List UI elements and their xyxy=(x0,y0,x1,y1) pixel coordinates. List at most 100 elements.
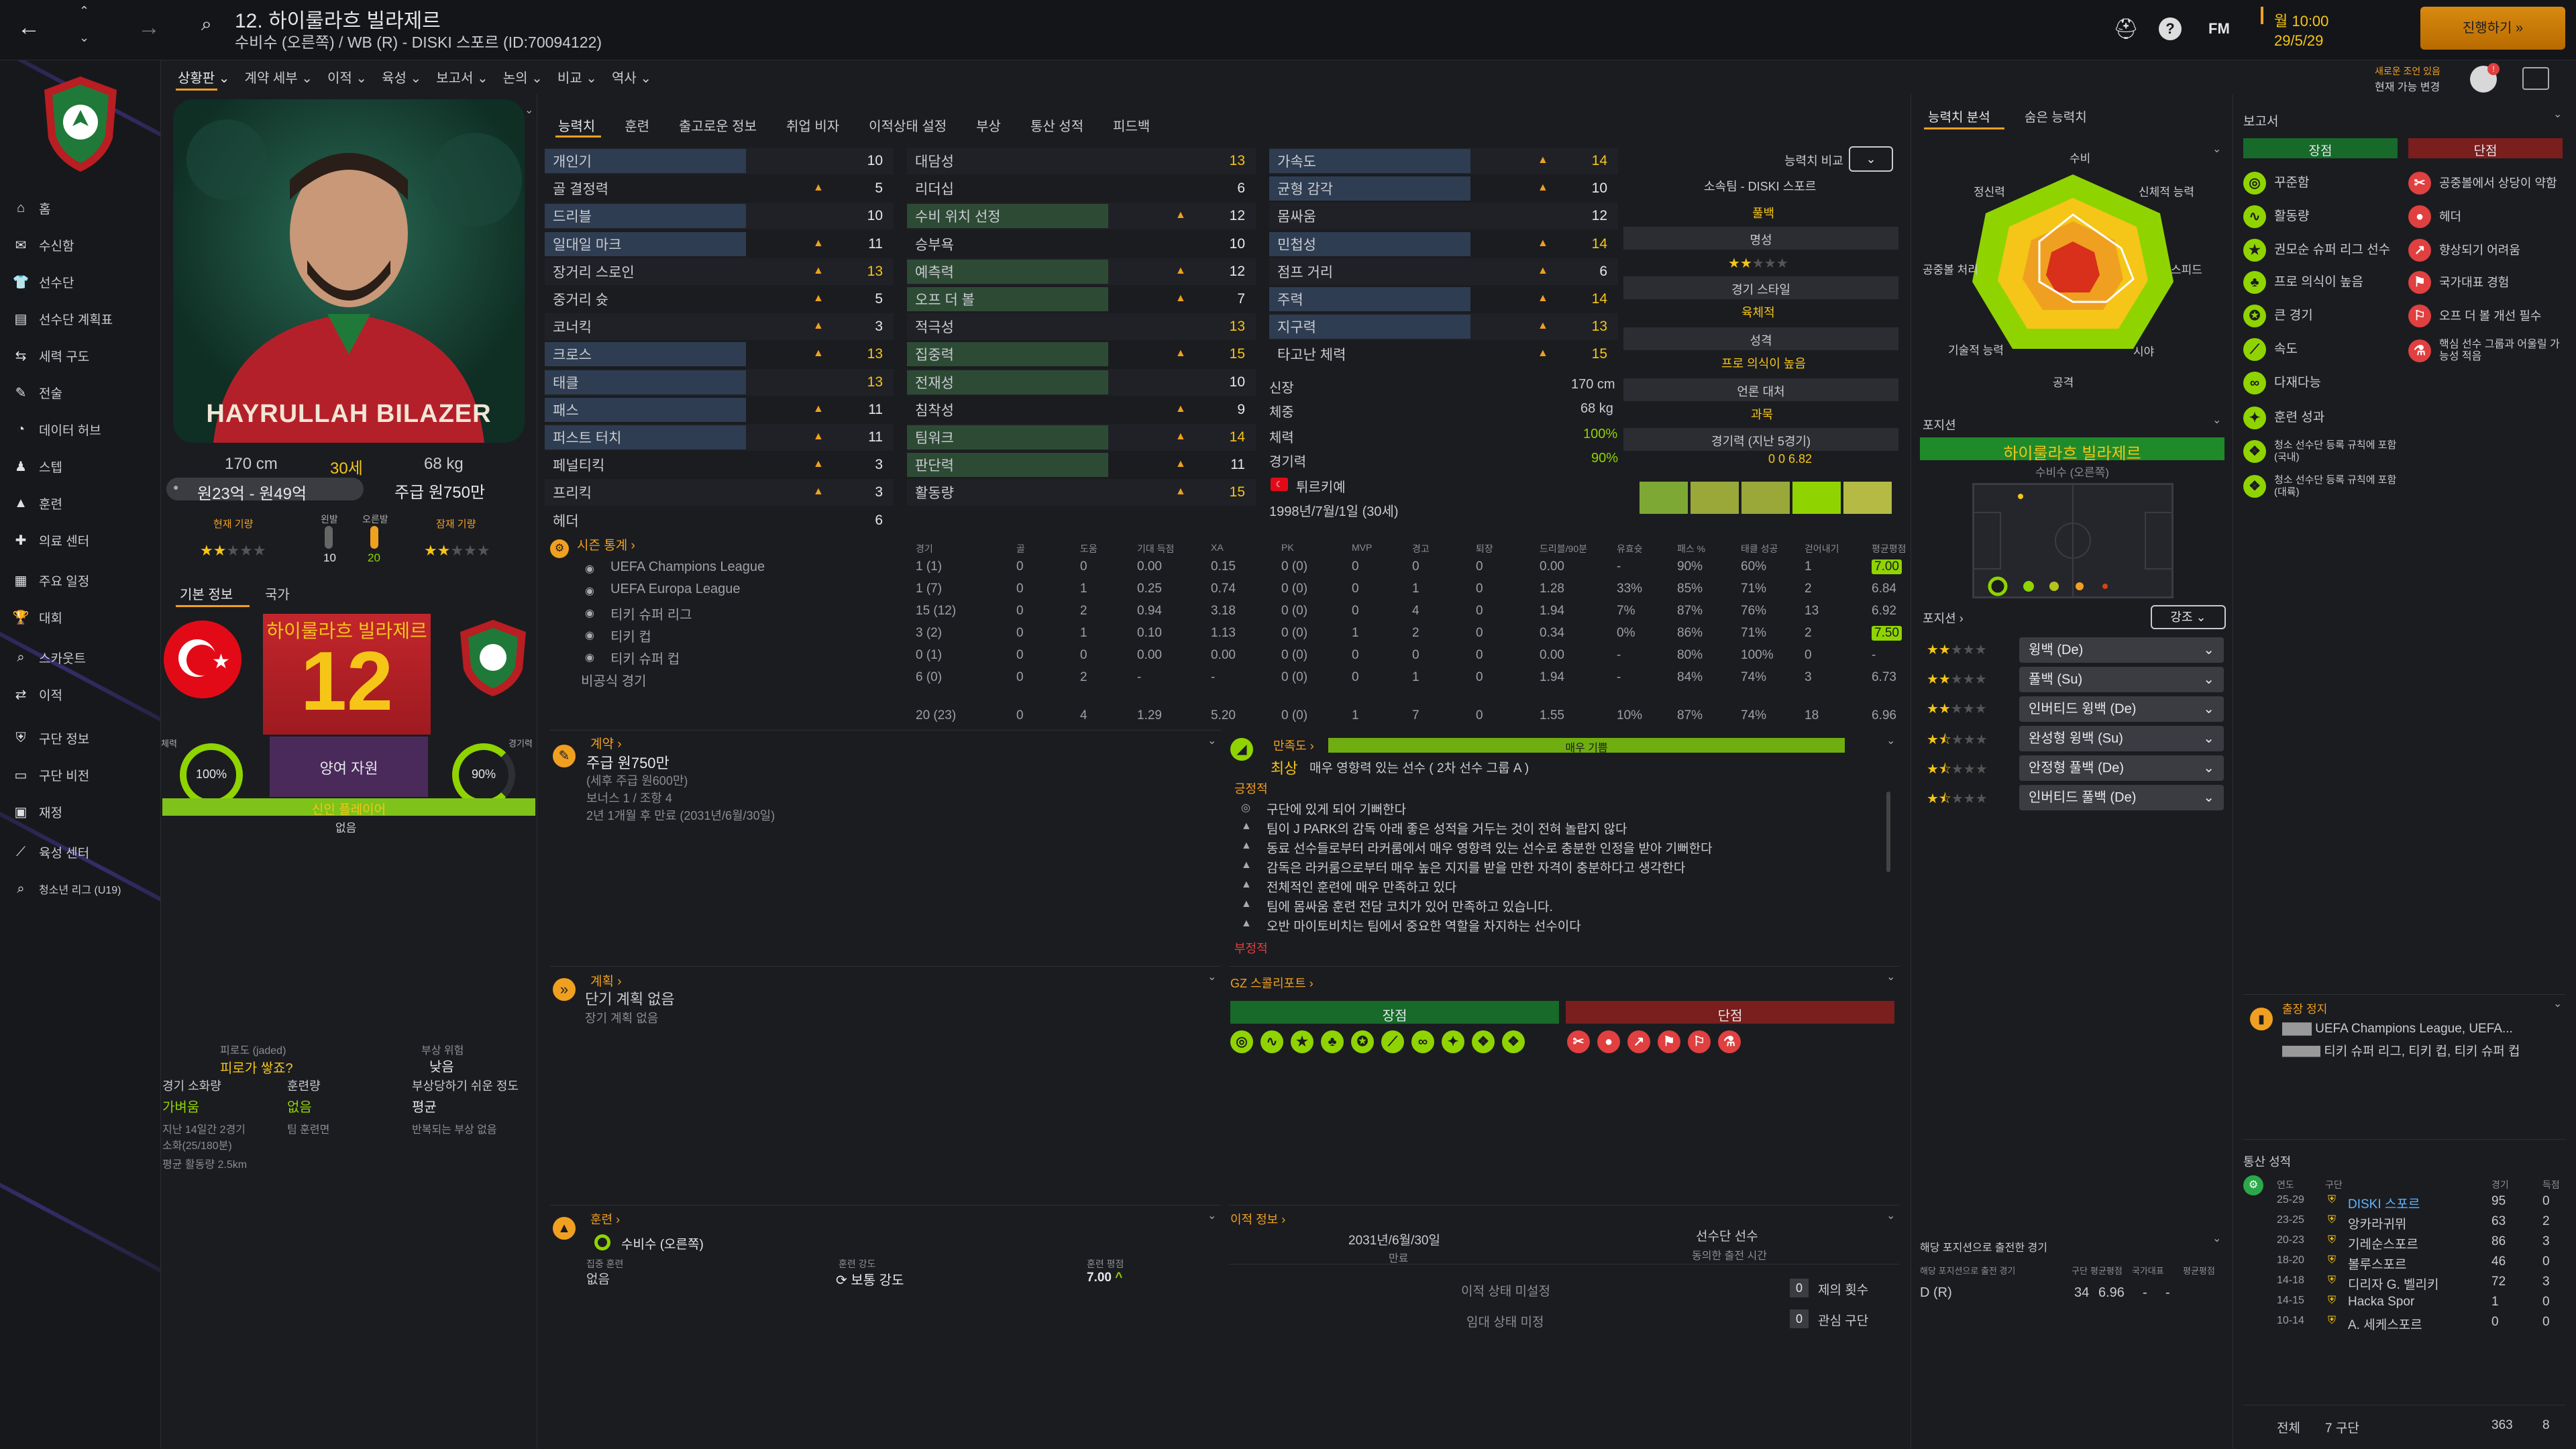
attribute-row[interactable]: 오프 더 볼 7 ▲ xyxy=(907,286,1256,313)
report-pro-item[interactable]: ★ 권모순 슈퍼 리그 선수 xyxy=(2243,235,2404,266)
subtab-2[interactable]: 이적 ⌄ xyxy=(327,71,368,86)
transfer-collapse-icon[interactable]: ⌄ xyxy=(1886,1210,1896,1222)
nav-item-transfers[interactable]: ⇄ 이적 xyxy=(0,679,160,710)
attribute-row[interactable]: 침착성 9 ▲ xyxy=(907,396,1256,423)
career-club[interactable]: A. 세케스포르 xyxy=(2348,1318,2422,1332)
nav-item-staff[interactable]: ♟ 스텝 xyxy=(0,451,160,482)
attribute-row[interactable]: 점프 거리 6 ▲ xyxy=(1269,258,1618,285)
season-competition[interactable]: UEFA Europa League xyxy=(610,582,741,596)
search-icon[interactable]: ⌕ xyxy=(201,13,212,34)
attr-tab-6[interactable]: 통산 성적 xyxy=(1030,119,1084,134)
plans-title[interactable]: 계획 › xyxy=(590,975,622,989)
attribute-row[interactable]: 지구력 13 ▲ xyxy=(1269,313,1618,341)
attribute-row[interactable]: 민첩성 14 ▲ xyxy=(1269,231,1618,258)
attribute-row[interactable]: 활동량 15 ▲ xyxy=(907,479,1256,506)
attribute-row[interactable]: 태클 13 xyxy=(545,368,894,396)
report-pro-item[interactable]: ∞ 다재다능 xyxy=(2243,368,2404,398)
training-intensity-value[interactable]: ⟳ 보통 강도 xyxy=(836,1273,904,1288)
down-chevron-icon[interactable]: ⌄ xyxy=(79,31,90,44)
nav-item-schedule[interactable]: ▦ 주요 일정 xyxy=(0,565,160,596)
role-row[interactable]: ★⯪★★★ 완성형 윙백 (Su) ⌄ xyxy=(1919,726,2224,751)
subtab-4[interactable]: 보고서 ⌄ xyxy=(436,71,488,86)
nav-item-scouting[interactable]: ⌕ 스카웃트 xyxy=(0,642,160,673)
season-stats-title[interactable]: 시즌 통계 › xyxy=(577,539,635,553)
compare-dropdown[interactable]: ⌄ xyxy=(1849,146,1893,172)
attribute-row[interactable]: 타고난 체력 15 ▲ xyxy=(1269,341,1618,368)
offball-icon[interactable]: ⚐ xyxy=(1688,1030,1711,1053)
exp-collapse-icon[interactable]: ⌄ xyxy=(2212,1233,2222,1244)
role-row[interactable]: ★⯪★★★ 인버티드 풀백 (De) ⌄ xyxy=(1919,785,2224,810)
nav-item-youth-league[interactable]: ⌕ 청소년 리그 (U19) xyxy=(0,873,160,904)
season-competition[interactable]: 비공식 경기 xyxy=(581,674,647,689)
attr-tab-0[interactable]: 능력치 xyxy=(558,119,596,134)
tab-hidden-attrs[interactable]: 숨은 능력치 xyxy=(2025,111,2087,125)
homegrown-icon[interactable]: ❖ xyxy=(1472,1030,1495,1053)
value-pill[interactable]: ● 원23억 - 원49억 xyxy=(166,478,364,503)
attribute-row[interactable]: 적극성 13 xyxy=(907,313,1256,341)
report-con-item[interactable]: ⚗ 핵심 선수 그룹과 어울릴 가능성 적음 xyxy=(2408,335,2567,366)
nav-item-club-vision[interactable]: ▭ 구단 비전 xyxy=(0,759,160,790)
attr-tab-7[interactable]: 피드백 xyxy=(1113,119,1150,134)
attribute-row[interactable]: 균형 감각 10 ▲ xyxy=(1269,175,1618,202)
training-title[interactable]: 훈련 › xyxy=(590,1213,621,1226)
training-collapse-icon[interactable]: ⌄ xyxy=(1208,1210,1217,1222)
attribute-row[interactable]: 코너킥 3 ▲ xyxy=(545,313,894,341)
back-arrow-icon[interactable]: ← xyxy=(17,15,40,40)
attribute-row[interactable]: 대담성 13 xyxy=(907,148,1256,174)
helmet-icon[interactable]: ⛑ xyxy=(2113,18,2139,40)
training-icon[interactable]: ✦ xyxy=(1442,1030,1464,1053)
attribute-row[interactable]: 패스 11 ▲ xyxy=(545,396,894,423)
career-club[interactable]: 기레순스포르 xyxy=(2348,1238,2418,1252)
tab-nation[interactable]: 국가 xyxy=(265,588,290,602)
photo-collapse-icon[interactable]: ⌄ xyxy=(525,105,534,116)
nav-item-competitions[interactable]: 🏆 대회 xyxy=(0,602,160,633)
fm-logo[interactable]: FM xyxy=(2208,20,2230,37)
report-pro-item[interactable]: ✦ 훈련 성과 xyxy=(2243,402,2404,433)
position-collapse-icon[interactable]: ⌄ xyxy=(2212,415,2222,426)
attr-tab-5[interactable]: 부상 xyxy=(976,119,1001,134)
nav-item-squad-plan[interactable]: ▤ 선수단 계획표 xyxy=(0,303,160,334)
role-select[interactable]: 인버티드 윙백 (De) ⌄ xyxy=(2019,696,2224,722)
star-icon[interactable]: ★ xyxy=(1291,1030,1313,1053)
nav-item-dev-centre[interactable]: ⟋ 육성 센터 xyxy=(0,837,160,867)
roles-highlight-button[interactable]: 강조 ⌄ xyxy=(2151,605,2226,629)
career-club[interactable]: 앙카라귀뮈 xyxy=(2348,1218,2407,1232)
attribute-row[interactable]: 개인기 10 xyxy=(545,148,894,174)
help-icon[interactable]: ? xyxy=(2159,17,2182,40)
analysis-collapse-icon[interactable]: ⌄ xyxy=(2212,144,2222,155)
attribute-row[interactable]: 페널티킥 3 ▲ xyxy=(545,451,894,478)
tab-attr-analysis[interactable]: 능력치 분석 xyxy=(1928,111,1990,125)
consistency-icon[interactable]: ◎ xyxy=(1230,1030,1253,1053)
role-row[interactable]: ★★★★★ 인버티드 윙백 (De) ⌄ xyxy=(1919,696,2224,722)
flag-icon[interactable]: ⚑ xyxy=(1658,1030,1680,1053)
attr-tab-4[interactable]: 이적상태 설정 xyxy=(869,119,947,134)
attribute-row[interactable]: 퍼스트 터치 11 ▲ xyxy=(545,424,894,451)
plans-collapse-icon[interactable]: ⌄ xyxy=(1208,971,1217,983)
print-icon[interactable] xyxy=(2522,67,2549,90)
career-club[interactable]: DISKI 스포르 xyxy=(2348,1197,2420,1212)
nav-item-finances[interactable]: ▣ 재정 xyxy=(0,796,160,827)
role-row[interactable]: ★★★★★ 풀백 (Su) ⌄ xyxy=(1919,667,2224,692)
social-icon[interactable]: ⚗ xyxy=(1718,1030,1741,1053)
subtab-0[interactable]: 상황판 ⌄ xyxy=(178,71,230,86)
attribute-row[interactable]: 장거리 스로인 13 ▲ xyxy=(545,258,894,285)
continue-button[interactable]: 진행하기 » xyxy=(2420,7,2565,50)
suspension-collapse-icon[interactable]: ⌄ xyxy=(2553,998,2563,1010)
homegrown-cont-icon[interactable]: ❖ xyxy=(1502,1030,1525,1053)
attribute-row[interactable]: 전재성 10 xyxy=(907,368,1256,396)
attribute-row[interactable]: 팀워크 14 ▲ xyxy=(907,424,1256,451)
attribute-row[interactable]: 예측력 12 ▲ xyxy=(907,258,1256,285)
nav-item-medical[interactable]: ✚ 의료 센터 xyxy=(0,525,160,555)
role-select[interactable]: 안정형 풀백 (De) ⌄ xyxy=(2019,755,2224,781)
report-pro-item[interactable]: ⟋ 속도 xyxy=(2243,334,2404,365)
nav-item-dynamics[interactable]: ⇆ 세력 구도 xyxy=(0,340,160,371)
aerial-icon[interactable]: ✂ xyxy=(1567,1030,1590,1053)
report-con-item[interactable]: ✂ 공중볼에서 상당이 약함 xyxy=(2408,168,2567,199)
subtab-7[interactable]: 역사 ⌄ xyxy=(612,71,652,86)
attribute-row[interactable]: 드리블 10 xyxy=(545,203,894,230)
role-select[interactable]: 완성형 윙백 (Su) ⌄ xyxy=(2019,726,2224,751)
subtab-5[interactable]: 논의 ⌄ xyxy=(502,71,543,86)
attribute-row[interactable]: 가속도 14 ▲ xyxy=(1269,148,1618,174)
role-select[interactable]: 인버티드 풀백 (De) ⌄ xyxy=(2019,785,2224,810)
role-row[interactable]: ★★★★★ 윙백 (De) ⌄ xyxy=(1919,637,2224,663)
